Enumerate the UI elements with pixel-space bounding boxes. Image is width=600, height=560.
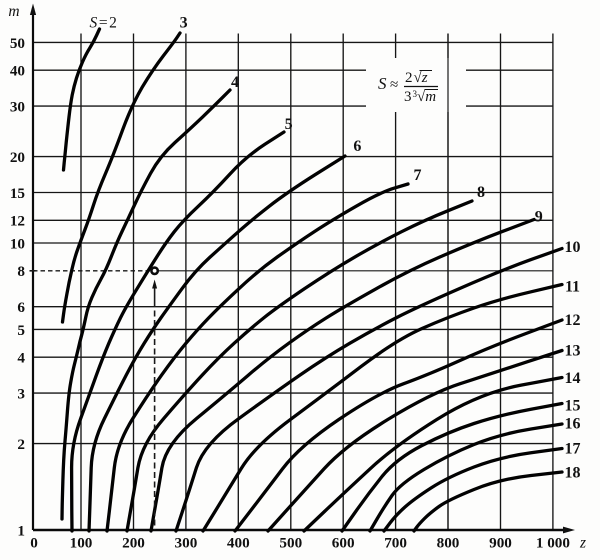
svg-text:1: 1 xyxy=(17,522,25,539)
svg-text:15: 15 xyxy=(10,185,26,202)
svg-text:4: 4 xyxy=(231,74,239,91)
svg-text:11: 11 xyxy=(565,278,580,295)
svg-text:12: 12 xyxy=(10,213,25,230)
svg-text:8: 8 xyxy=(17,263,25,280)
svg-text:17: 17 xyxy=(565,441,581,458)
svg-text:z: z xyxy=(579,535,586,552)
svg-text:6: 6 xyxy=(17,299,25,316)
svg-text:5: 5 xyxy=(285,116,293,133)
svg-text:15: 15 xyxy=(565,398,581,415)
svg-text:6: 6 xyxy=(353,138,361,155)
svg-text:800: 800 xyxy=(437,535,460,552)
svg-text:5: 5 xyxy=(17,322,25,339)
svg-text:100: 100 xyxy=(70,535,93,552)
svg-text:20: 20 xyxy=(10,149,26,166)
svg-text:S=2: S=2 xyxy=(89,15,118,32)
svg-text:700: 700 xyxy=(384,535,407,552)
svg-text:13: 13 xyxy=(565,342,581,359)
svg-text:1 000: 1 000 xyxy=(536,535,571,552)
svg-text:3: 3 xyxy=(180,15,188,32)
svg-text:900: 900 xyxy=(489,535,512,552)
svg-text:14: 14 xyxy=(565,370,581,387)
svg-text:4: 4 xyxy=(17,350,25,367)
svg-text:3: 3 xyxy=(17,386,25,403)
svg-text:18: 18 xyxy=(565,465,581,482)
svg-text:400: 400 xyxy=(227,535,250,552)
svg-text:500: 500 xyxy=(279,535,302,552)
svg-text:200: 200 xyxy=(122,535,145,552)
svg-text:8: 8 xyxy=(477,184,485,201)
svg-text:10: 10 xyxy=(10,235,26,252)
svg-text:33√m: 33√m xyxy=(404,89,436,105)
svg-text:300: 300 xyxy=(175,535,198,552)
svg-text:10: 10 xyxy=(565,239,581,256)
svg-text:0: 0 xyxy=(30,535,38,552)
svg-text:2: 2 xyxy=(17,436,25,453)
svg-text:7: 7 xyxy=(414,167,422,184)
svg-text:50: 50 xyxy=(10,35,26,52)
svg-text:2√z: 2√z xyxy=(405,70,428,86)
svg-text:12: 12 xyxy=(565,312,581,329)
svg-text:40: 40 xyxy=(10,63,26,80)
svg-text:≈: ≈ xyxy=(390,77,398,93)
svg-text:16: 16 xyxy=(565,415,581,432)
svg-text:S: S xyxy=(378,74,387,93)
svg-text:9: 9 xyxy=(535,208,543,225)
svg-text:600: 600 xyxy=(332,535,355,552)
svg-text:m: m xyxy=(8,3,19,20)
svg-text:30: 30 xyxy=(10,99,26,116)
